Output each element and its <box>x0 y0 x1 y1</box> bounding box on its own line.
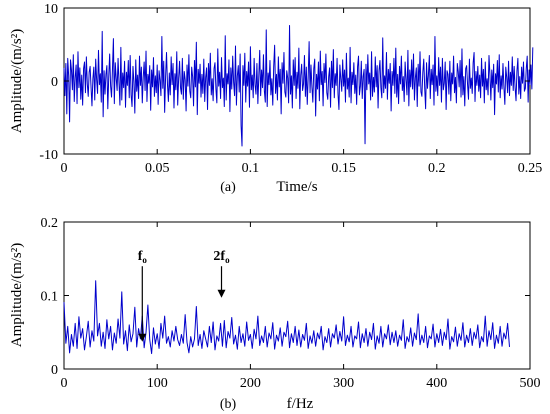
x-tick-label-a-2: 0.1 <box>242 161 260 176</box>
annotation-label-0: fo <box>138 249 148 265</box>
x-tick-label-b-2: 200 <box>240 376 261 391</box>
panel-label-b: (b) <box>220 397 237 412</box>
ticks-layer-b: 0 100 200 300 400 500 0 0.1 0.2 <box>41 216 541 391</box>
x-tick-label-b-5: 500 <box>520 376 541 391</box>
x-tick-label-b-1: 100 <box>147 376 168 391</box>
x-axis-label-a: Time/s <box>276 179 317 195</box>
x-tick-label-a-5: 0.25 <box>518 161 543 176</box>
series-line-a-0 <box>63 25 534 147</box>
x-axis-label-b: f/Hz <box>287 396 314 412</box>
y-tick-label-b-1: 0.1 <box>41 290 59 305</box>
y-tick-label-a-1: 0 <box>51 75 58 90</box>
plot-frame-b <box>63 221 531 370</box>
x-tick-label-a-1: 0.05 <box>145 161 170 176</box>
series-layer-a <box>63 25 534 147</box>
x-tick-label-a-3: 0.15 <box>331 161 356 176</box>
x-tick-label-b-3: 300 <box>333 376 354 391</box>
x-tick-label-b-0: 0 <box>61 376 68 391</box>
series-layer-b <box>63 280 510 355</box>
x-tick-label-b-4: 400 <box>426 376 447 391</box>
y-tick-label-b-2: 0.2 <box>41 216 59 231</box>
annotation-arrow-head-1 <box>217 289 226 298</box>
y-tick-label-a-0: -10 <box>39 148 58 163</box>
x-tick-label-a-0: 0 <box>61 161 68 176</box>
annotation-arrow-head-0 <box>138 333 147 342</box>
series-line-b-0 <box>63 280 510 355</box>
y-tick-label-a-2: 10 <box>44 2 58 17</box>
y-axis-label-a: Amplitude/(m/s²) <box>9 29 25 134</box>
y-tick-label-b-0: 0 <box>51 363 58 378</box>
x-tick-label-a-4: 0.2 <box>428 161 446 176</box>
panel-label-a: (a) <box>220 180 236 195</box>
y-axis-label-b: Amplitude/(m/s²) <box>9 243 25 348</box>
